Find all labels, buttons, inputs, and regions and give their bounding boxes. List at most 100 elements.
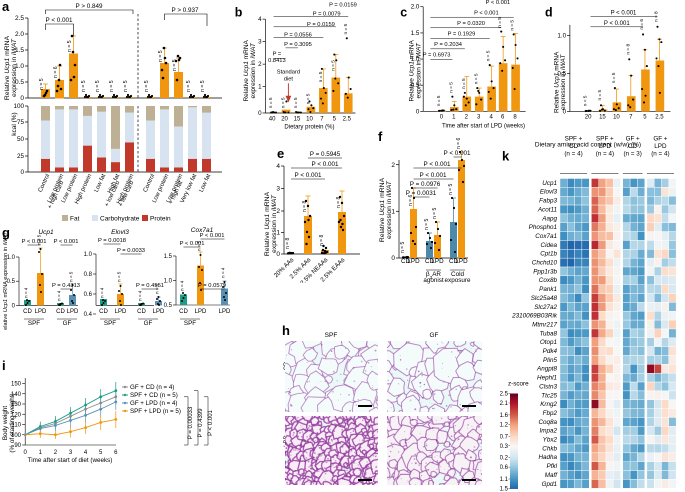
svg-text:0.8413: 0.8413 [268, 58, 286, 64]
svg-text:n = 6: n = 6 [639, 19, 645, 30]
svg-text:P = 0.5945: P = 0.5945 [310, 151, 341, 158]
svg-text:1.0: 1.0 [164, 279, 173, 285]
svg-text:LPD: LPD [195, 309, 207, 315]
svg-text:P < 0.001: P < 0.001 [208, 409, 214, 435]
svg-text:Control: Control [38, 173, 52, 193]
svg-text:P < 0.001: P < 0.001 [611, 10, 637, 16]
svg-text:Cox8b: Cox8b [539, 277, 558, 284]
svg-text:Ttc25: Ttc25 [541, 392, 557, 399]
svg-text:Clstn3: Clstn3 [539, 383, 557, 390]
svg-text:P < 0.001: P < 0.001 [443, 150, 471, 157]
svg-text:8: 8 [513, 115, 517, 121]
svg-text:Ucp1: Ucp1 [542, 180, 557, 187]
svg-text:CD: CD [56, 309, 65, 315]
svg-text:n = 5: n = 5 [486, 50, 492, 61]
svg-text:2: 2 [465, 115, 469, 121]
svg-text:P < 0.001: P < 0.001 [45, 17, 73, 24]
svg-text:5: 5 [99, 450, 103, 456]
svg-text:1.5: 1.5 [164, 254, 173, 260]
svg-text:n = 5: n = 5 [67, 40, 73, 52]
svg-text:1.6: 1.6 [500, 413, 509, 419]
svg-text:Time after start of LPD (weeks: Time after start of LPD (weeks) [442, 123, 525, 129]
svg-text:0: 0 [12, 303, 16, 309]
svg-text:5: 5 [333, 117, 337, 123]
svg-text:10: 10 [613, 115, 620, 121]
svg-text:2: 2 [276, 208, 280, 215]
svg-text:4: 4 [84, 450, 88, 456]
svg-text:1: 1 [276, 230, 280, 237]
svg-text:5: 5 [643, 115, 647, 121]
svg-text:2.5: 2.5 [343, 117, 352, 123]
svg-text:Impa2: Impa2 [539, 428, 557, 435]
svg-text:2.1: 2.1 [500, 401, 509, 407]
svg-text:n = 5: n = 5 [117, 271, 122, 282]
svg-text:n = 8: n = 8 [319, 235, 325, 246]
svg-text:e: e [277, 146, 284, 161]
svg-text:P = 0.00033: P = 0.00033 [188, 406, 194, 439]
svg-text:P < 0.001: P < 0.001 [311, 161, 339, 168]
svg-text:diet: diet [284, 76, 294, 82]
svg-text:P < 0.001: P < 0.001 [22, 239, 47, 245]
svg-text:Control: Control [143, 173, 157, 193]
svg-text:P =: P = [273, 52, 282, 58]
svg-text:1.5: 1.5 [411, 30, 420, 37]
svg-text:3: 3 [276, 186, 280, 193]
svg-text:Slc25a48: Slc25a48 [531, 295, 558, 302]
svg-text:n = 5: n = 5 [186, 80, 192, 92]
svg-text:GF +: GF + [653, 136, 667, 143]
svg-text:n = 4: n = 4 [180, 280, 185, 291]
svg-text:n = 6: n = 6 [53, 66, 59, 78]
svg-text:0: 0 [416, 108, 420, 115]
svg-text:Pfkl: Pfkl [547, 463, 558, 470]
svg-text:P < 0.001: P < 0.001 [474, 10, 499, 16]
svg-text:4: 4 [258, 16, 262, 23]
svg-text:0: 0 [391, 255, 395, 262]
svg-text:1.0: 1.0 [84, 252, 93, 258]
svg-text:Chkb: Chkb [542, 445, 557, 452]
svg-text:n = 4: n = 4 [24, 287, 29, 298]
svg-text:0: 0 [563, 109, 567, 116]
svg-text:P > 0.849: P > 0.849 [75, 3, 103, 10]
svg-text:P = 0.0079: P = 0.0079 [313, 11, 341, 17]
svg-text:Elovl3: Elovl3 [540, 189, 558, 196]
svg-text:0.5: 0.5 [15, 79, 24, 86]
svg-text:2.0: 2.0 [15, 31, 24, 38]
svg-text:n = 4: n = 4 [221, 267, 226, 278]
svg-text:P = 0.0159: P = 0.0159 [329, 3, 357, 9]
svg-text:P < 0.001: P < 0.001 [180, 241, 205, 247]
svg-text:Angpt8: Angpt8 [536, 366, 557, 373]
svg-text:1.0: 1.0 [15, 63, 24, 70]
svg-text:50: 50 [17, 136, 25, 143]
svg-text:Maff: Maff [545, 472, 558, 479]
svg-text:Pdk4: Pdk4 [543, 348, 558, 355]
svg-text:CD: CD [23, 309, 32, 315]
svg-text:0.8: 0.8 [84, 272, 93, 278]
svg-text:Cox7a1: Cox7a1 [535, 233, 557, 240]
svg-text:0: 0 [24, 450, 28, 456]
svg-text:20: 20 [585, 115, 592, 121]
svg-text:CD: CD [179, 309, 188, 315]
svg-text:Otop1: Otop1 [540, 339, 557, 346]
svg-text:Slc27a2: Slc27a2 [534, 304, 557, 311]
svg-text:n = 4: n = 4 [100, 287, 105, 298]
svg-text:n = 5: n = 5 [461, 78, 467, 89]
svg-text:Krng2: Krng2 [540, 401, 557, 408]
svg-text:CD: CD [99, 309, 108, 315]
svg-text:Fabp3: Fabp3 [539, 198, 557, 205]
svg-text:P < 0.001: P < 0.001 [294, 172, 322, 179]
svg-text:n = 5: n = 5 [200, 80, 206, 92]
svg-text:LPD: LPD [153, 309, 165, 315]
svg-text:Carbohydrate: Carbohydrate [100, 216, 140, 223]
svg-text:4: 4 [276, 163, 280, 170]
svg-text:1.5: 1.5 [15, 47, 24, 54]
svg-text:P < 0.001: P < 0.001 [423, 161, 451, 168]
svg-text:Aapg: Aapg [541, 215, 557, 222]
svg-text:b: b [235, 5, 243, 19]
svg-text:n = 5: n = 5 [144, 80, 150, 92]
svg-text:Fat: Fat [70, 216, 80, 223]
svg-text:n = 5: n = 5 [318, 71, 324, 82]
svg-text:n = 8: n = 8 [336, 197, 342, 208]
svg-text:(n = 4): (n = 4) [564, 151, 582, 158]
svg-text:n = 5: n = 5 [611, 72, 617, 83]
svg-text:6: 6 [501, 115, 505, 121]
